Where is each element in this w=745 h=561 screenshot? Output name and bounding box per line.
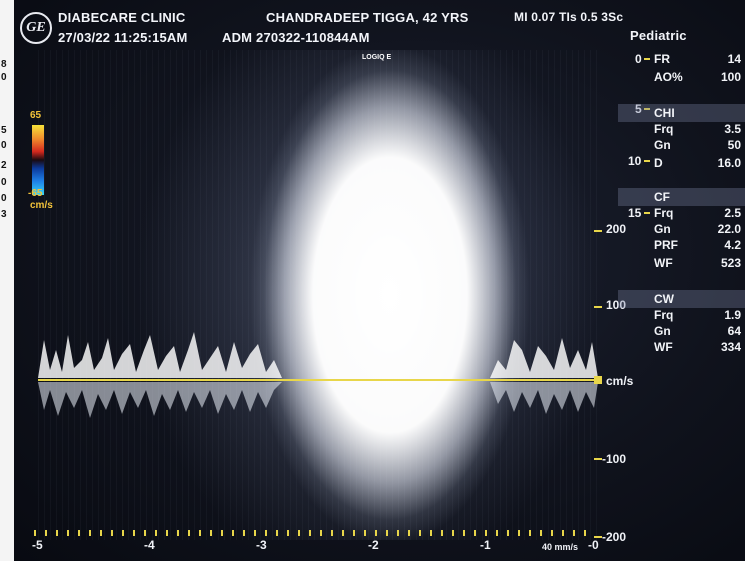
- chi-section-header: [618, 104, 745, 122]
- chi-gn-label: Gn: [654, 138, 671, 152]
- edge-digit: 3: [1, 209, 7, 220]
- cf-section-header: [618, 188, 745, 206]
- clinic-name: DIABECARE CLINIC: [58, 10, 186, 25]
- patient-info: CHANDRADEEP TIGGA, 42 YRS: [266, 10, 469, 25]
- chi-label: CHI: [654, 106, 675, 120]
- time-label: -3: [256, 538, 267, 552]
- color-scale-top: 65: [30, 110, 42, 121]
- depth-label: 5: [635, 102, 642, 116]
- chi-frq-label: Frq: [654, 122, 674, 136]
- logo-text: GE: [26, 20, 46, 35]
- time-label: -1: [480, 538, 491, 552]
- doppler-image-area: LOGIQ E: [38, 50, 598, 540]
- velocity-tick: [594, 230, 602, 232]
- edge-digit: 8: [1, 59, 7, 70]
- accession-number: ADM 270322-110844AM: [222, 30, 370, 45]
- doppler-speckle-field: [38, 50, 598, 540]
- cf-wf-label: WF: [654, 256, 673, 270]
- cw-section-header: [618, 290, 745, 308]
- cf-prf-label: PRF: [654, 238, 678, 252]
- depth-tick: [644, 58, 650, 60]
- depth-label: 0: [635, 52, 642, 66]
- time-label: -4: [144, 538, 155, 552]
- depth-label: 10: [628, 154, 642, 168]
- cw-wf-label: WF: [654, 340, 673, 354]
- ao-value: 100: [720, 70, 741, 84]
- parameter-panel: FR 14 AO% 100 CHI Frq 3.5 Gn 50 D 16.0 C…: [618, 28, 745, 358]
- edge-digit: 0: [1, 140, 7, 151]
- time-ruler: [34, 530, 594, 536]
- velocity-tick: [594, 536, 602, 538]
- velocity-zero-marker: [594, 376, 602, 384]
- time-label: -2: [368, 538, 379, 552]
- header-bar: GE DIABECARE CLINIC CHANDRADEEP TIGGA, 4…: [14, 0, 745, 50]
- depth-tick: [644, 108, 650, 110]
- edge-digit: 0: [1, 193, 7, 204]
- cf-gn-label: Gn: [654, 222, 671, 236]
- left-edge-strip: 8 0 5 0 2 0 0 3: [0, 0, 14, 561]
- chi-depth-value: 16.0: [717, 156, 741, 170]
- cw-gn-value: 64: [727, 324, 741, 338]
- chi-depth-label: D: [654, 156, 663, 170]
- depth-tick: [644, 212, 650, 214]
- cw-gn-label: Gn: [654, 324, 671, 338]
- velocity-tick: [594, 458, 602, 460]
- cf-prf-value: 4.2: [724, 238, 741, 252]
- preset-label: Pediatric: [630, 28, 687, 43]
- velocity-label: 200: [606, 222, 627, 236]
- velocity-unit: cm/s: [606, 374, 634, 388]
- edge-digit: 0: [1, 72, 7, 83]
- acoustic-indices: MI 0.07 TIs 0.5 3Sc: [514, 10, 624, 24]
- fr-value: 14: [727, 52, 741, 66]
- fr-label: FR: [654, 52, 670, 66]
- cw-wf-value: 334: [720, 340, 741, 354]
- color-velocity-scale-bar: [32, 125, 44, 195]
- doppler-baseline: [38, 379, 598, 381]
- cf-frq-value: 2.5: [724, 206, 741, 220]
- velocity-tick: [594, 306, 602, 308]
- color-scale-unit: cm/s: [30, 200, 53, 211]
- probe-label: LOGIQ E: [362, 54, 392, 61]
- cw-label: CW: [654, 292, 674, 306]
- doppler-spectral-waveform: [38, 332, 598, 418]
- velocity-label: 100: [606, 298, 627, 312]
- time-label: -0: [588, 538, 599, 552]
- cf-frq-label: Frq: [654, 206, 674, 220]
- ultrasound-screen: GE DIABECARE CLINIC CHANDRADEEP TIGGA, 4…: [14, 0, 745, 561]
- exam-datetime: 27/03/22 11:25:15AM: [58, 30, 188, 45]
- velocity-label: -100: [602, 452, 627, 466]
- depth-label: 15: [628, 206, 642, 220]
- ao-label: AO%: [654, 70, 683, 84]
- chi-frq-value: 3.5: [724, 122, 741, 136]
- ge-logo-icon: GE: [20, 12, 52, 44]
- cf-wf-value: 523: [720, 256, 741, 270]
- sweep-speed: 40 mm/s: [542, 542, 579, 552]
- cw-frq-value: 1.9: [724, 308, 741, 322]
- color-scale-bottom: -65: [28, 188, 43, 199]
- edge-digit: 2: [1, 160, 7, 171]
- cw-frq-label: Frq: [654, 308, 674, 322]
- cf-label: CF: [654, 190, 670, 204]
- time-label: -5: [32, 538, 43, 552]
- chi-gn-value: 50: [727, 138, 741, 152]
- velocity-label: -200: [602, 530, 627, 544]
- depth-tick: [644, 160, 650, 162]
- cf-gn-value: 22.0: [717, 222, 741, 236]
- edge-digit: 0: [1, 177, 7, 188]
- edge-digit: 5: [1, 125, 7, 136]
